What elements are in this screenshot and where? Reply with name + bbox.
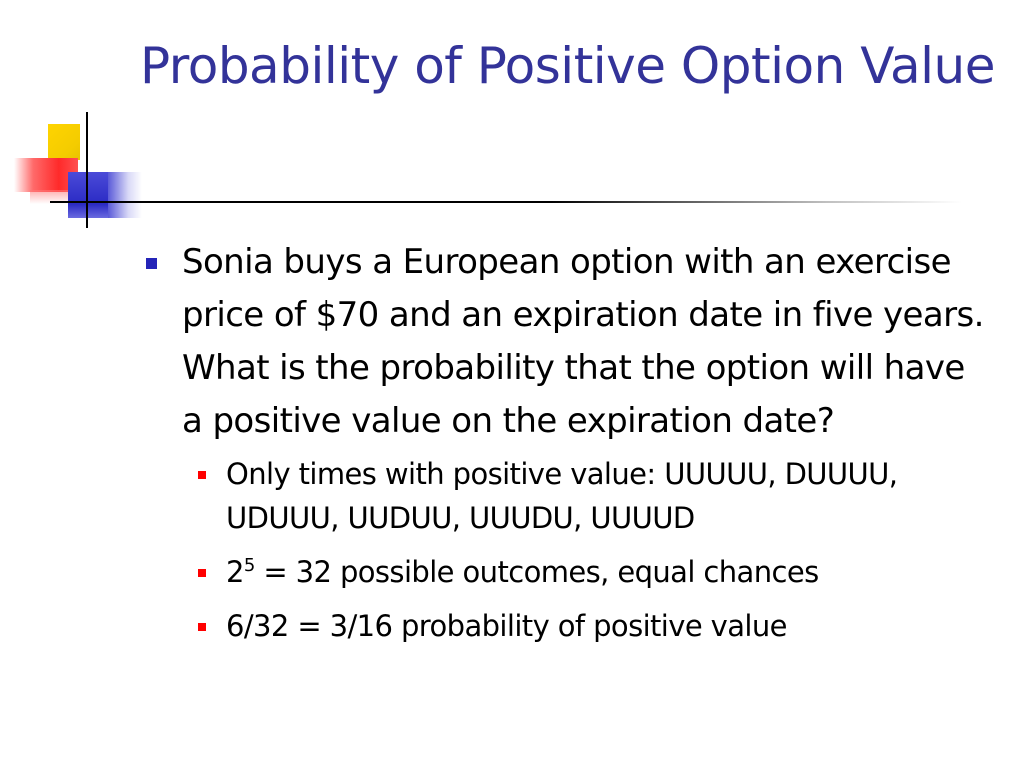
bullet-main: Sonia buys a European option with an exe… <box>146 236 986 448</box>
slide-content: Sonia buys a European option with an exe… <box>146 236 986 658</box>
sub-bullet-outcomes: Only times with positive value: UUUUU, D… <box>198 452 986 540</box>
power-base: 2 <box>226 555 244 589</box>
logo-blue-square <box>68 172 108 218</box>
power-exponent: 5 <box>243 555 255 576</box>
sub-bullet-square-icon <box>198 569 206 577</box>
logo-vertical-line <box>86 112 88 228</box>
sub-bullet-probability-text: 6/32 = 3/16 probability of positive valu… <box>226 609 788 643</box>
sub-bullet-list: Only times with positive value: UUUUU, D… <box>146 452 986 648</box>
sub-bullet-probability: 6/32 = 3/16 probability of positive valu… <box>198 604 986 648</box>
sub-bullet-total-outcomes-text: = 32 possible outcomes, equal chances <box>254 555 819 589</box>
logo-yellow-square <box>48 124 80 160</box>
sub-bullet-outcomes-text: Only times with positive value: UUUUU, D… <box>226 457 898 535</box>
sub-bullet-total-outcomes: 25 = 32 possible outcomes, equal chances <box>198 550 986 594</box>
bullet-main-text: Sonia buys a European option with an exe… <box>182 242 984 441</box>
logo-red-square <box>14 158 78 192</box>
logo-blue-fade <box>108 172 142 218</box>
logo-red-glow <box>30 190 70 204</box>
bullet-square-icon <box>146 258 157 269</box>
title-underline <box>50 201 962 203</box>
sub-bullet-square-icon <box>198 623 206 631</box>
sub-bullet-square-icon <box>198 471 206 479</box>
slide-title: Probability of Positive Option Value <box>140 37 996 95</box>
